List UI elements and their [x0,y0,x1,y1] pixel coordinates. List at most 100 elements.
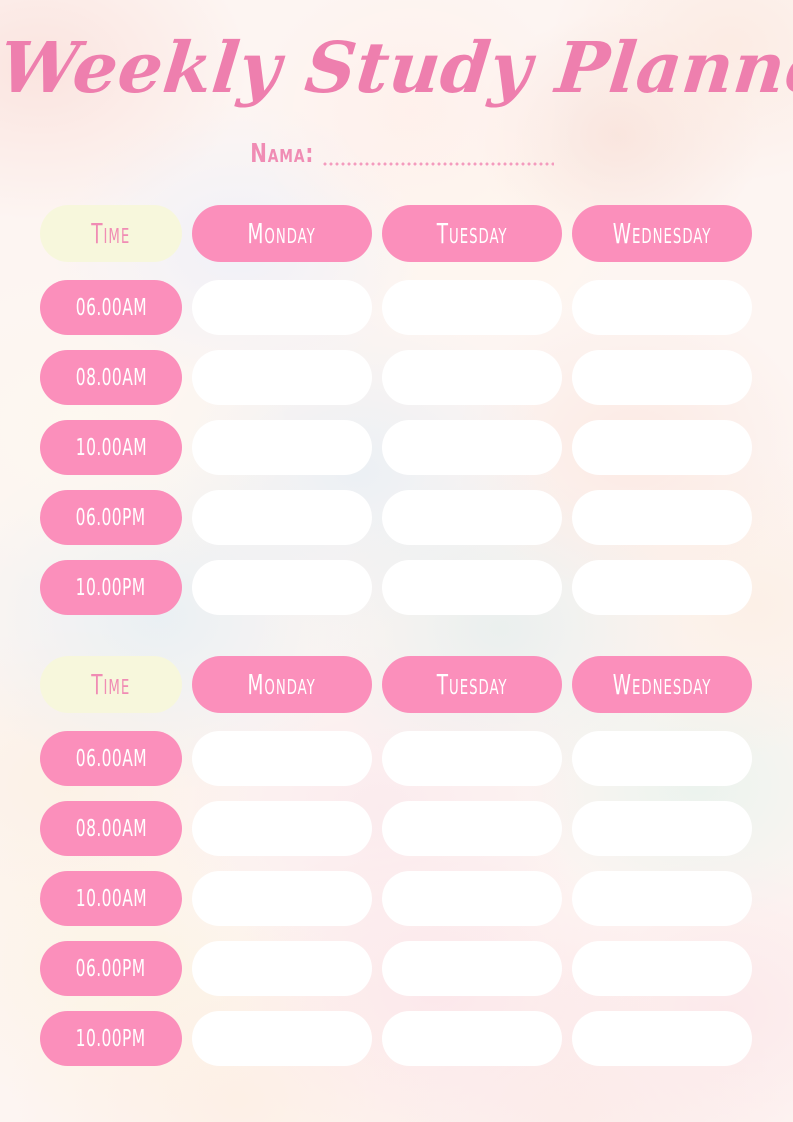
name-input-dotted-line[interactable] [322,150,555,168]
schedule-entry-cell[interactable] [192,490,372,545]
table-row: 10.00PM [40,1011,756,1066]
schedule-entry-cell[interactable] [192,731,372,786]
schedule-entry-cell[interactable] [572,560,752,615]
schedule-entry-field[interactable] [192,801,372,856]
schedule-entry-cell[interactable] [192,871,372,926]
time-slot-pill: 06.00PM [40,941,182,996]
header-label: Tuesday [436,668,508,701]
header-pill: Tuesday [382,656,562,713]
time-slot-cell: 10.00PM [40,1011,182,1066]
schedule-entry-field[interactable] [382,490,562,545]
time-slot-cell: 06.00PM [40,490,182,545]
schedule-entry-cell[interactable] [192,420,372,475]
schedule-entry-field[interactable] [192,871,372,926]
schedule-entry-cell[interactable] [382,560,562,615]
schedule-entry-field[interactable] [192,1011,372,1066]
name-field-label: Nama: [250,139,315,169]
header-label: Wednesday [612,217,712,250]
schedule-entry-cell[interactable] [382,420,562,475]
schedule-entry-cell[interactable] [192,350,372,405]
schedule-entry-field[interactable] [572,350,752,405]
schedule-entry-cell[interactable] [382,490,562,545]
time-slot-pill: 06.00AM [40,731,182,786]
time-slot-label: 06.00AM [75,293,147,321]
schedule-entry-cell[interactable] [382,731,562,786]
schedule-entry-field[interactable] [192,560,372,615]
schedule-entry-field[interactable] [572,420,752,475]
schedule-entry-field[interactable] [382,350,562,405]
time-slot-label: 10.00PM [76,573,146,601]
schedule-entry-cell[interactable] [572,871,752,926]
schedule-entry-field[interactable] [382,871,562,926]
time-slot-cell: 10.00AM [40,871,182,926]
header-label: Monday [247,668,317,701]
schedule-entry-field[interactable] [192,420,372,475]
time-slot-cell: 10.00PM [40,560,182,615]
time-slot-pill: 10.00AM [40,420,182,475]
table-row: 10.00AM [40,420,756,475]
time-slot-pill: 08.00AM [40,801,182,856]
schedule-entry-cell[interactable] [382,1011,562,1066]
schedule-entry-field[interactable] [192,280,372,335]
schedule-entry-field[interactable] [572,1011,752,1066]
time-slot-label: 08.00AM [75,814,147,842]
schedule-entry-field[interactable] [572,871,752,926]
schedule-entry-field[interactable] [572,941,752,996]
schedule-entry-cell[interactable] [382,801,562,856]
schedule-entry-field[interactable] [382,1011,562,1066]
schedule-entry-cell[interactable] [382,871,562,926]
schedule-entry-cell[interactable] [572,801,752,856]
header-pill: Time [40,656,182,713]
schedule-entry-cell[interactable] [382,941,562,996]
schedule-entry-field[interactable] [572,560,752,615]
schedule-entry-cell[interactable] [572,350,752,405]
schedule-entry-cell[interactable] [192,280,372,335]
schedule-entry-field[interactable] [192,941,372,996]
schedule-entry-field[interactable] [572,280,752,335]
schedule-entry-cell[interactable] [572,731,752,786]
time-slot-cell: 06.00AM [40,280,182,335]
column-header-day: Tuesday [382,205,562,262]
schedule-entry-cell[interactable] [192,801,372,856]
schedule-entry-cell[interactable] [572,420,752,475]
schedule-entry-cell[interactable] [572,490,752,545]
column-header-day: Wednesday [572,205,752,262]
header-label: Tuesday [436,217,508,250]
schedule-entry-cell[interactable] [382,280,562,335]
schedule-entry-field[interactable] [382,560,562,615]
schedule-entry-cell[interactable] [572,941,752,996]
header-pill: Time [40,205,182,262]
schedule-entry-field[interactable] [382,731,562,786]
schedule-entry-cell[interactable] [192,560,372,615]
schedule-entry-field[interactable] [572,490,752,545]
header-label: Time [91,217,131,250]
time-slot-label: 10.00AM [75,433,147,461]
time-slot-label: 10.00AM [75,884,147,912]
schedule-entry-field[interactable] [572,731,752,786]
column-header-day: Monday [192,205,372,262]
table-header-row: Time Monday Tuesday Wednesday [40,205,756,262]
schedule-entry-field[interactable] [192,490,372,545]
schedule-entry-cell[interactable] [572,280,752,335]
schedule-entry-cell[interactable] [382,350,562,405]
column-header-day: Monday [192,656,372,713]
time-slot-pill: 10.00AM [40,871,182,926]
time-slot-label: 06.00PM [76,503,146,531]
schedule-entry-field[interactable] [382,801,562,856]
time-slot-cell: 10.00AM [40,420,182,475]
schedule-entry-field[interactable] [382,280,562,335]
column-header-day: Tuesday [382,656,562,713]
schedule-entry-cell[interactable] [192,1011,372,1066]
time-slot-cell: 08.00AM [40,801,182,856]
planner-table-block: Time Monday Tuesday Wednesday 06.00AM 08.00AM… [40,656,756,1081]
schedule-entry-cell[interactable] [572,1011,752,1066]
table-row: 10.00PM [40,560,756,615]
schedule-entry-field[interactable] [382,420,562,475]
name-field-row: Nama: [0,140,793,168]
schedule-entry-field[interactable] [192,350,372,405]
schedule-entry-field[interactable] [572,801,752,856]
schedule-entry-cell[interactable] [192,941,372,996]
schedule-entry-field[interactable] [382,941,562,996]
time-slot-pill: 06.00AM [40,280,182,335]
schedule-entry-field[interactable] [192,731,372,786]
